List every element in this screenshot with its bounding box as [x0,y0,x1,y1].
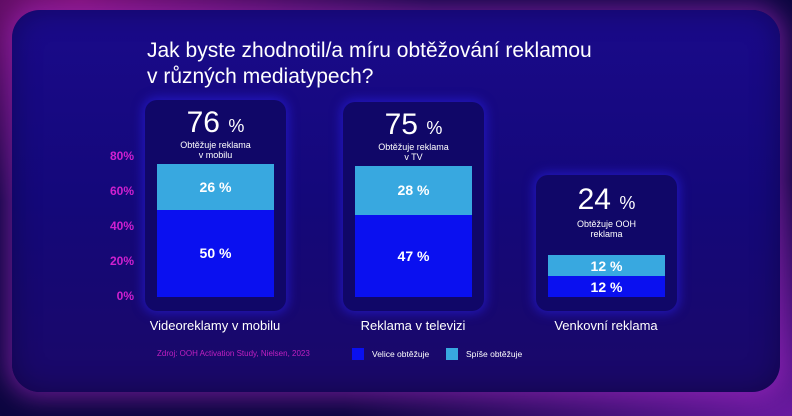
total-note: Obtěžuje reklama v mobilu [145,140,286,160]
category-label: Reklama v televizi [360,318,466,333]
bar-segment: 50 % [157,209,274,297]
data-label: 26 % [199,178,232,195]
note-line: reklama [590,229,623,239]
total-note: Obtěžuje OOH reklama [536,219,677,239]
data-label: 50 % [199,245,232,262]
y-tick-label: 0% [116,289,134,303]
total-value: 24 % [536,183,677,217]
note-line: Obtěžuje reklama [378,141,449,152]
note-line: Obtěžuje OOH [576,219,637,229]
bar-segment: 47 % [355,214,472,297]
note-line: v TV [404,151,423,162]
bar-segment: 26 % [157,164,274,210]
total-value: 75 % [343,108,484,142]
y-tick-label: 20% [109,254,134,268]
data-label: 12 % [590,257,623,274]
category-label: Videoreklamy v mobilu [149,318,281,333]
total-note: Obtěžuje reklama v TV [343,142,484,162]
bar-segment: 12 % [548,276,665,297]
legend-swatch [446,348,458,360]
source-note: Zdroj: OOH Activation Study, Nielsen, 20… [157,349,310,358]
total-number: 75 [384,107,418,141]
note-line: v mobilu [198,150,233,160]
title-line-2: v různých mediatypech? [147,65,374,88]
data-label: 28 % [397,182,430,199]
legend-label: Spíše obtěžuje [466,349,523,359]
legend-item-velice: Velice obtěžuje [352,348,429,360]
bar-segment: 12 % [548,255,665,276]
total-number: 76 [186,106,220,139]
legend-item-spise: Spíše obtěžuje [446,348,522,360]
y-tick-label: 80% [109,149,134,163]
y-tick-label: 40% [109,219,134,233]
note-line: Obtěžuje reklama [180,140,251,150]
total-unit: % [619,193,636,213]
total-unit: % [426,117,443,138]
data-label: 47 % [397,247,430,264]
title-line-1: Jak byste zhodnotil/a míru obtěžování re… [147,39,592,62]
legend-label: Velice obtěžuje [372,349,430,359]
total-value: 76 % [145,106,286,140]
chart-title: Jak byste zhodnotil/a míru obtěžování re… [147,38,667,90]
y-tick-label: 60% [109,184,134,198]
total-unit: % [228,116,245,136]
data-label: 12 % [590,278,623,295]
category-label: Venkovní reklama [554,318,658,333]
legend-swatch [352,348,364,360]
total-number: 24 [577,183,611,216]
bar-segment: 28 % [355,165,472,215]
